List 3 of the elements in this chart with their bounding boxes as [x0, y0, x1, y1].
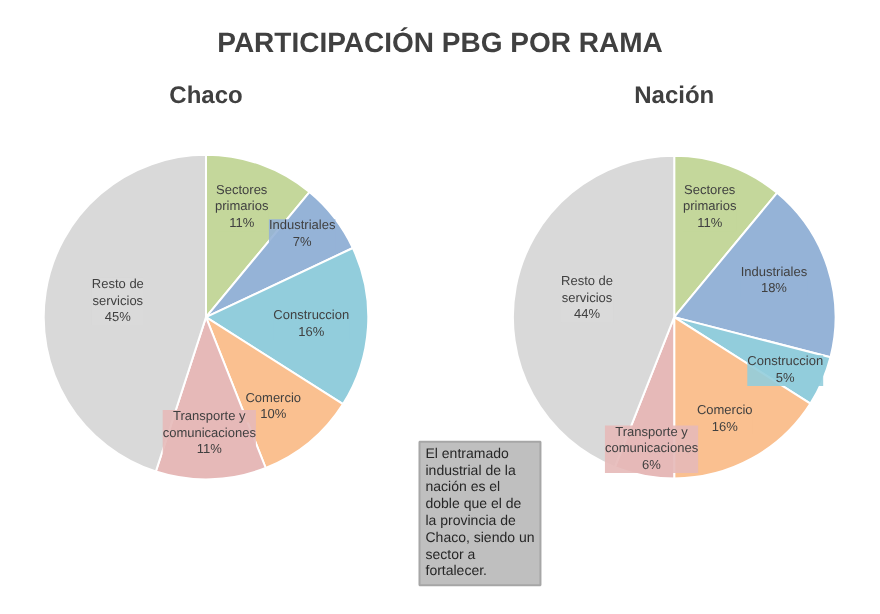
- chart-title: Nación: [634, 81, 715, 110]
- chart-subtitle: Chaco: [169, 81, 243, 110]
- text: PARTICIPACIÓN PBG POR RAMA: [217, 24, 663, 62]
